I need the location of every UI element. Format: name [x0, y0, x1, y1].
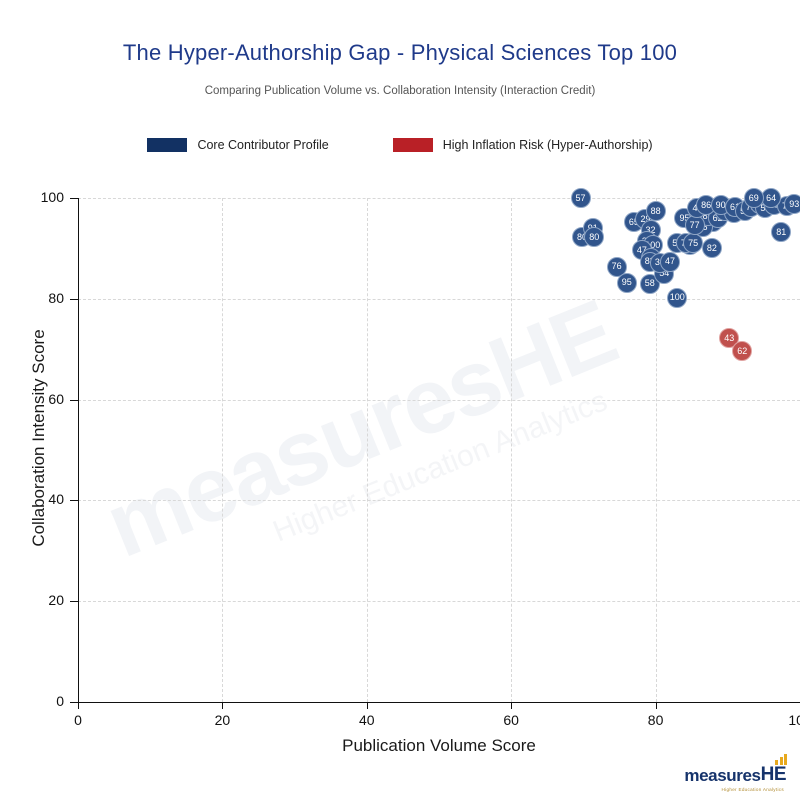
data-point[interactable]: 47: [660, 251, 681, 272]
chart-subtitle: Comparing Publication Volume vs. Collabo…: [204, 85, 596, 97]
legend-swatch-core: [147, 138, 188, 152]
y-axis-tick: [70, 198, 78, 199]
logo-secondary-text: HE: [760, 764, 787, 785]
x-axis-tick-label: 80: [647, 712, 664, 728]
y-axis-tick: [70, 601, 78, 603]
x-axis-title: Publication Volume Score: [342, 736, 536, 755]
gridline-horizontal: [78, 601, 800, 603]
y-axis-tick: [70, 702, 78, 703]
y-axis-title: Collaboration Intensity Score: [29, 329, 48, 547]
y-axis-tick: [70, 500, 78, 502]
data-point[interactable]: 100: [667, 287, 688, 308]
gridline-horizontal: [78, 399, 800, 401]
data-point[interactable]: 64: [761, 188, 782, 208]
data-point[interactable]: 82: [701, 238, 722, 259]
data-point[interactable]: 69: [743, 188, 764, 208]
gridline-horizontal: [78, 198, 800, 199]
y-axis-tick-label: 40: [48, 491, 64, 508]
legend-label-risk: High Inflation Risk (Hyper-Authorship): [442, 138, 653, 152]
y-axis-tick-label: 60: [48, 390, 64, 407]
logo-tagline: Higher Education Analytics: [721, 787, 784, 792]
y-axis-tick: [70, 298, 78, 300]
logo-primary-text: measures: [684, 766, 761, 785]
y-axis-tick-label: 100: [40, 189, 64, 205]
x-axis-tick: [222, 702, 224, 709]
data-point[interactable]: 80: [584, 227, 605, 248]
x-axis-tick-label: 100: [788, 712, 800, 728]
y-axis-tick-label: 80: [48, 289, 64, 306]
gridline-vertical: [511, 198, 513, 702]
y-axis-line: [78, 198, 79, 702]
measureshe-logo[interactable]: measures HE Higher Education Analytics: [684, 754, 787, 792]
x-axis-tick-label: 20: [214, 712, 231, 728]
gridline-horizontal: [78, 500, 800, 502]
data-point[interactable]: 77: [684, 215, 705, 236]
chart-title: The Hyper-Authorship Gap - Physical Scie…: [122, 40, 678, 65]
bar-chart-icon: [775, 753, 787, 765]
legend-label-core: Core Contributor Profile: [197, 138, 329, 152]
y-axis-tick-label: 0: [56, 693, 64, 709]
x-axis-line: [78, 702, 800, 703]
logo-wordmark: measures HE: [684, 754, 787, 786]
legend-item-core[interactable]: Core Contributor Profile: [147, 138, 329, 152]
data-point[interactable]: 76: [606, 256, 627, 277]
legend-item-risk[interactable]: High Inflation Risk (Hyper-Authorship): [392, 138, 653, 152]
x-axis-tick-label: 40: [359, 712, 375, 728]
plot-area: 5780918076956529883235100477283585431471…: [78, 188, 800, 702]
data-point[interactable]: 93: [784, 194, 800, 215]
data-point[interactable]: 57: [570, 188, 591, 208]
data-point[interactable]: 62: [732, 341, 753, 362]
data-point[interactable]: 95: [616, 272, 637, 293]
x-axis-tick-label: 0: [74, 712, 82, 728]
x-axis-tick: [511, 702, 513, 709]
x-axis-tick-label: 60: [503, 712, 519, 728]
data-point[interactable]: 81: [771, 222, 792, 243]
x-axis-tick: [655, 702, 657, 709]
x-axis-tick: [366, 702, 368, 709]
gridline-vertical: [655, 198, 657, 702]
y-axis-tick-label: 20: [48, 592, 64, 609]
gridline-horizontal: [78, 298, 800, 300]
gridline-vertical: [222, 198, 224, 702]
chart-legend: Core Contributor Profile High Inflation …: [0, 138, 800, 152]
gridline-vertical: [366, 198, 368, 702]
data-point[interactable]: 88: [645, 201, 666, 222]
x-axis-tick: [78, 702, 79, 709]
legend-swatch-risk: [392, 138, 433, 152]
y-axis-tick: [70, 399, 78, 401]
